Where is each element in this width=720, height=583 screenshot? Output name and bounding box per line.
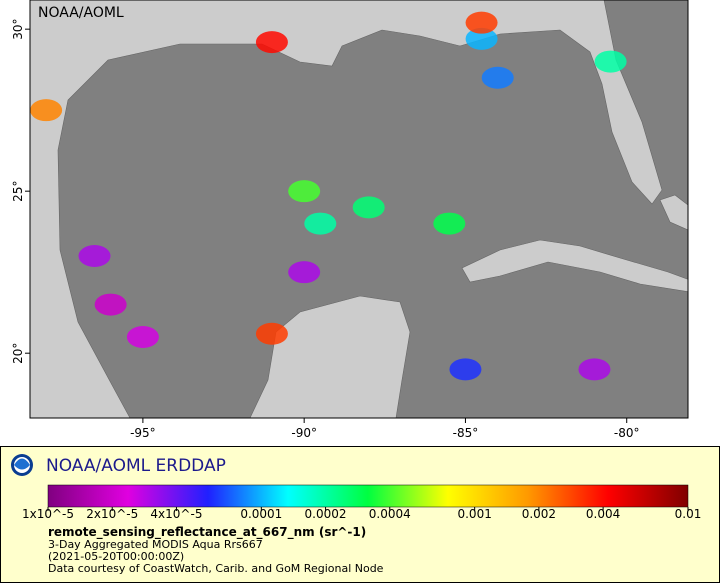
reflectance-patch bbox=[255, 322, 288, 345]
reflectance-patch bbox=[288, 261, 321, 284]
colorbar-tick-label: 0.002 bbox=[522, 507, 556, 521]
reflectance-patch bbox=[481, 66, 514, 89]
reflectance-patch bbox=[288, 180, 321, 203]
legend-credit: Data courtesy of CoastWatch, Carib. and … bbox=[48, 562, 384, 575]
legend-brand: NOAA/AOML ERDDAP bbox=[46, 456, 226, 476]
y-tick-label: 30° bbox=[11, 19, 25, 40]
yucatan bbox=[249, 295, 411, 418]
reflectance-patch bbox=[78, 244, 111, 267]
reflectance-patch bbox=[304, 212, 337, 235]
colorbar-tick-label: 0.0004 bbox=[369, 507, 411, 521]
reflectance-patch bbox=[578, 358, 611, 381]
reflectance-patch bbox=[30, 99, 63, 122]
colorbar-tick-label: 0.0002 bbox=[305, 507, 347, 521]
reflectance-patch bbox=[94, 293, 127, 316]
map-frame bbox=[29, 0, 689, 419]
x-tick-label: -80° bbox=[614, 426, 640, 440]
reflectance-patch bbox=[449, 358, 482, 381]
colorbar-tick-label: 1x10^-5 bbox=[22, 507, 74, 521]
colorbar-tick-label: 0.001 bbox=[457, 507, 491, 521]
reflectance-patch bbox=[465, 11, 498, 34]
colorbar-tick-label: 4x10^-5 bbox=[150, 507, 202, 521]
reflectance-patch bbox=[352, 196, 385, 219]
x-tick-label: -95° bbox=[130, 426, 156, 440]
north-america bbox=[30, 0, 663, 418]
reflectance-patch bbox=[126, 325, 159, 348]
legend-variable: remote_sensing_reflectance_at_667_nm (sr… bbox=[48, 525, 366, 540]
x-tick-label: -90° bbox=[291, 426, 317, 440]
y-tick-label: 20° bbox=[11, 343, 25, 364]
colorbar-tick-label: 0.01 bbox=[675, 507, 702, 521]
land bbox=[30, 0, 688, 418]
reflectance-patch bbox=[594, 50, 627, 73]
legend-dataset: 3-Day Aggregated MODIS Aqua Rrs667 bbox=[48, 538, 263, 551]
cuba bbox=[461, 239, 688, 292]
colorbar-tick-label: 0.004 bbox=[586, 507, 620, 521]
colorbar-tick-label: 0.0001 bbox=[240, 507, 282, 521]
colorbar bbox=[47, 484, 689, 508]
map-title: NOAA/AOML bbox=[38, 5, 124, 21]
reflectance-patch bbox=[255, 31, 288, 54]
bahamas bbox=[659, 194, 688, 231]
legend-time: (2021-05-20T00:00:00Z) bbox=[48, 550, 184, 563]
x-tick-label: -85° bbox=[453, 426, 479, 440]
y-tick-label: 25° bbox=[11, 181, 25, 202]
reflectance-patch bbox=[465, 27, 498, 50]
reflectance-patch bbox=[433, 212, 466, 235]
noaa-logo bbox=[11, 454, 33, 476]
patches bbox=[30, 11, 627, 381]
colorbar-tick-label: 2x10^-5 bbox=[86, 507, 138, 521]
